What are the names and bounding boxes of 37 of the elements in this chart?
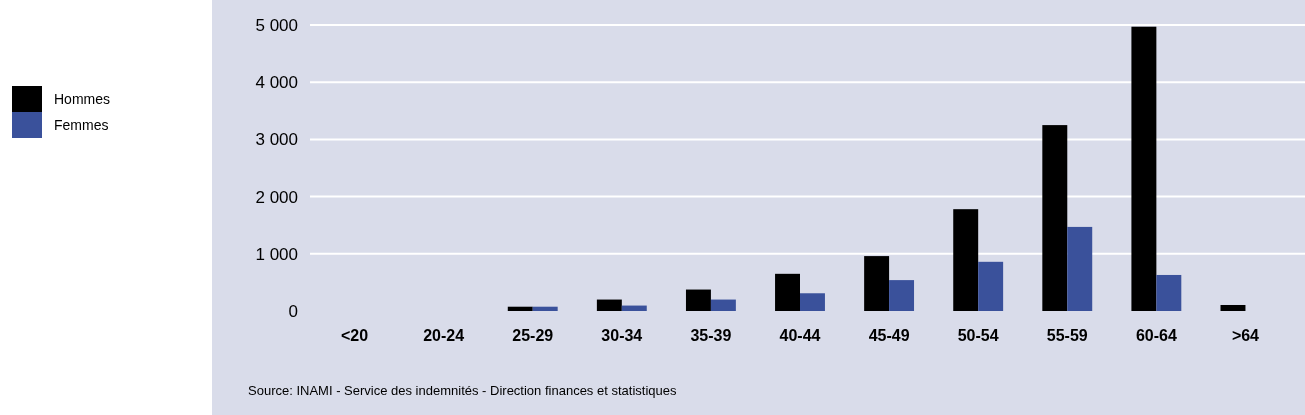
bar: [1156, 274, 1182, 311]
y-tick-label: 4 000: [255, 73, 298, 93]
bar: [953, 209, 979, 311]
bar: [978, 261, 1004, 311]
bar: [864, 256, 890, 311]
bar: [685, 289, 711, 311]
x-tick-label: 50-54: [957, 327, 999, 344]
bar: [775, 273, 800, 311]
x-tick-label: 25-29: [512, 327, 554, 344]
y-tick-label: 2 000: [255, 187, 298, 207]
x-tick-label: 30-34: [601, 327, 643, 344]
bar: [596, 299, 622, 311]
bar: [1220, 304, 1246, 311]
bar: [621, 305, 647, 311]
x-tick-label: <20: [340, 327, 369, 344]
bar: [532, 306, 558, 311]
x-tick-label: >64: [1231, 327, 1260, 344]
x-tick-label: 20-24: [423, 327, 465, 344]
y-tick-label: 3 000: [255, 130, 298, 150]
bar: [1042, 125, 1068, 311]
bar: [1131, 26, 1157, 311]
x-tick-label: 40-44: [779, 327, 821, 344]
x-tick-label: 60-64: [1135, 327, 1177, 344]
source-note: Source: INAMI - Service des indemnités - Direction finances et statistiques: [248, 383, 677, 398]
bar: [1067, 226, 1093, 311]
bar: [800, 293, 825, 311]
bar: [507, 306, 533, 311]
x-tick-label: 35-39: [690, 327, 732, 344]
x-tick-label: 55-59: [1046, 327, 1088, 344]
y-tick-label: 0: [288, 301, 298, 321]
bar: [889, 280, 915, 311]
bar: [710, 299, 736, 311]
x-tick-label: 45-49: [868, 327, 910, 344]
legend-label: Femmes: [54, 116, 109, 133]
y-tick-label: 1 000: [255, 244, 298, 264]
legend-label: Hommes: [54, 90, 111, 107]
y-tick-label: 5 000: [255, 15, 298, 35]
